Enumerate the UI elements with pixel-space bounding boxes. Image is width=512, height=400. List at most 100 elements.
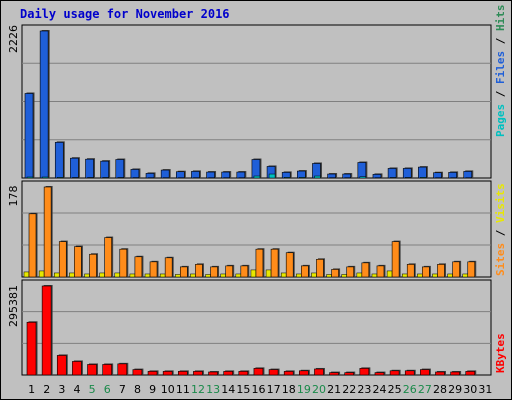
- x-tick-label: 19: [297, 383, 311, 396]
- kbytes-bar: [102, 364, 112, 376]
- files-bar: [357, 162, 367, 179]
- visits-bar: [175, 274, 181, 278]
- visits-bar: [144, 273, 151, 278]
- visits-bar: [190, 273, 196, 278]
- sites-bar: [346, 266, 355, 278]
- sites-bar: [28, 213, 37, 278]
- sites-bar: [74, 246, 82, 278]
- kbytes-bar: [374, 372, 385, 376]
- files-bar: [130, 169, 140, 179]
- x-tick-label: 21: [327, 383, 341, 396]
- legend-pages: Pages: [494, 104, 507, 137]
- sites-bar: [270, 248, 279, 278]
- visits-bar: [311, 272, 317, 278]
- files-bar: [327, 173, 336, 179]
- sites-bar: [104, 237, 112, 278]
- pages-bar: [72, 177, 79, 179]
- files-bar: [342, 173, 352, 179]
- visits-bar: [371, 273, 378, 278]
- kbytes-bar: [299, 370, 309, 376]
- files-bar: [160, 169, 170, 179]
- sites-bar: [43, 186, 52, 278]
- x-tick-label: 16: [252, 383, 266, 396]
- x-tick-label: 8: [134, 383, 141, 396]
- files-bar: [297, 170, 306, 179]
- sites-bar: [406, 264, 415, 278]
- legend-separator: /: [494, 223, 507, 243]
- x-tick-label: 20: [312, 383, 326, 396]
- y-max-label: 2226: [7, 25, 20, 53]
- visits-bar: [84, 273, 90, 278]
- files-bar: [85, 158, 94, 179]
- visits-bar: [250, 269, 257, 278]
- sites-bar: [255, 248, 264, 278]
- sites-bar: [376, 265, 385, 278]
- sites-bar: [210, 266, 218, 278]
- kbytes-bar: [283, 371, 294, 376]
- pages-bar: [117, 177, 125, 179]
- kbytes-bar: [132, 369, 143, 376]
- visits-bar: [447, 273, 453, 278]
- files-bar: [206, 171, 215, 179]
- x-tick-label: 11: [176, 383, 190, 396]
- visits-bar: [114, 272, 121, 278]
- visits-bar: [205, 274, 211, 278]
- legend-hits: Hits: [494, 5, 507, 32]
- sites-bar: [149, 261, 158, 278]
- files-bar: [387, 168, 397, 179]
- visits-bar: [356, 272, 363, 278]
- kbytes-bar: [177, 371, 188, 376]
- files-bar: [115, 159, 125, 179]
- visits-bar: [99, 272, 105, 278]
- x-tick-label: 31: [478, 383, 492, 396]
- legend-files: Files: [494, 51, 507, 84]
- pages-bar: [26, 176, 34, 179]
- sites-bar: [285, 252, 294, 278]
- pages-bar: [102, 177, 109, 179]
- x-tick-label: 25: [388, 383, 402, 396]
- files-bar: [402, 168, 412, 179]
- visits-bar: [159, 273, 166, 278]
- x-tick-label: 10: [161, 383, 175, 396]
- kbytes-bar: [329, 372, 339, 376]
- visits-bar: [23, 271, 30, 278]
- kbytes-bar: [193, 371, 203, 376]
- legend-kbytes: KBytes: [494, 333, 507, 373]
- kbytes-bar: [268, 369, 279, 376]
- legend-visits: Visits: [494, 183, 507, 223]
- files-bar: [433, 172, 442, 179]
- kbytes-bar: [314, 368, 324, 376]
- kbytes-bar: [56, 355, 67, 376]
- files-bar: [236, 171, 246, 179]
- kbytes-bar: [435, 371, 445, 376]
- kbytes-bar: [420, 369, 430, 376]
- kbytes-bar: [344, 372, 355, 376]
- files-bar: [54, 142, 64, 179]
- visits-bar: [432, 273, 438, 278]
- sites-bar: [361, 262, 370, 278]
- y-max-label: 178: [7, 186, 20, 207]
- visits-bar: [220, 273, 226, 278]
- sites-bar: [134, 256, 143, 278]
- x-tick-label: 6: [104, 383, 111, 396]
- pages-bar: [57, 177, 64, 179]
- files-bar: [463, 171, 473, 179]
- visits-bar: [386, 270, 393, 278]
- pages-bar: [283, 177, 291, 179]
- visits-bar: [265, 269, 272, 278]
- x-tick-label: 15: [236, 383, 250, 396]
- x-tick-label: 30: [463, 383, 477, 396]
- legend-kbytes: KBytes: [494, 333, 507, 373]
- files-bar: [100, 160, 109, 179]
- kbytes-bar: [253, 368, 264, 376]
- x-tick-label: 2: [43, 383, 50, 396]
- visits-bar: [129, 273, 136, 278]
- kbytes-bar: [238, 371, 249, 376]
- visits-bar: [341, 274, 347, 278]
- files-bar: [39, 30, 49, 179]
- kbytes-bar: [87, 364, 97, 376]
- y-max-label: 295381: [7, 285, 20, 327]
- files-bar: [448, 172, 457, 179]
- files-bar: [251, 159, 261, 179]
- visits-bar: [462, 273, 468, 278]
